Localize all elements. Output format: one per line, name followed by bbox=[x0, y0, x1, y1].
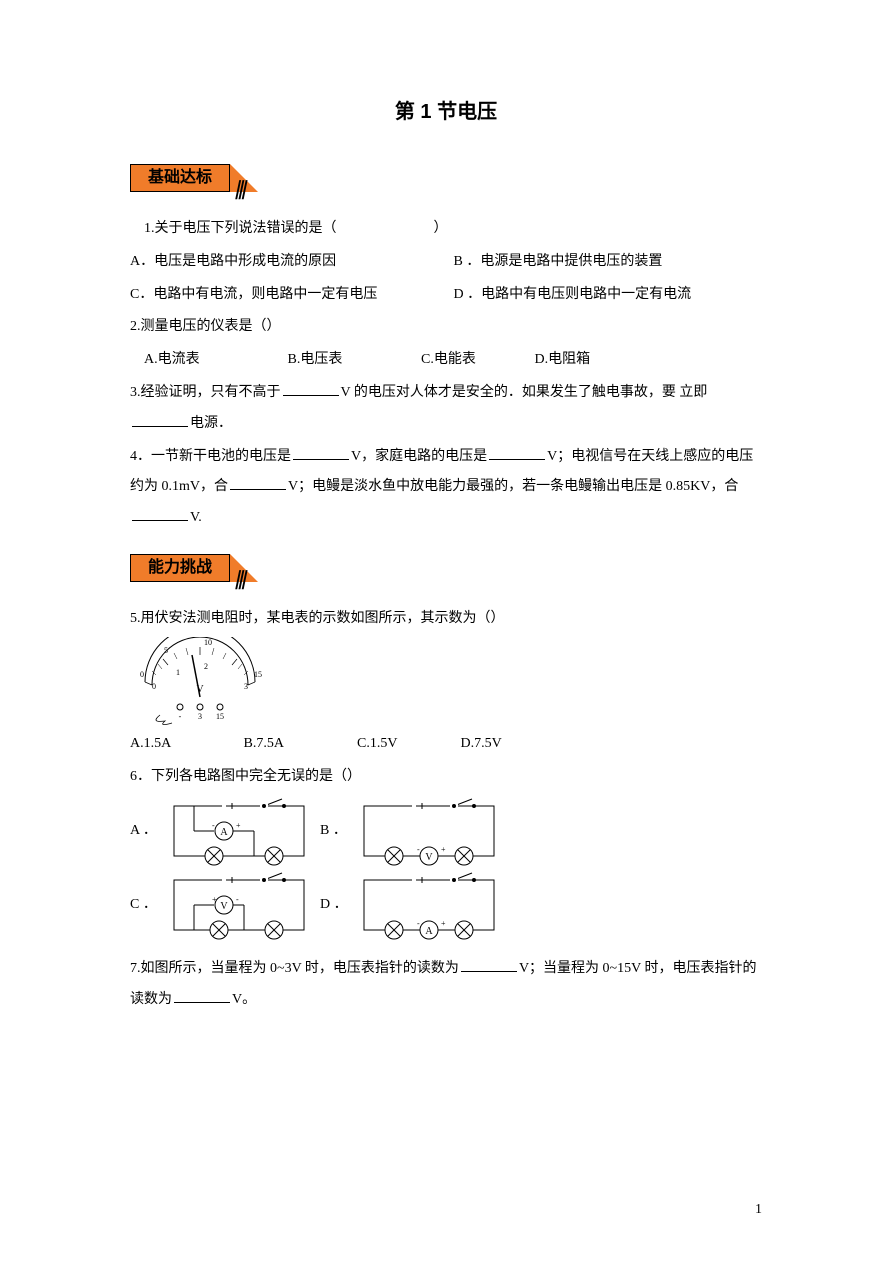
section-basic-label: 基础达标 bbox=[130, 164, 230, 192]
svg-text:+: + bbox=[236, 821, 241, 830]
q1-B: B ．电源是电路中提供电压的装置 bbox=[454, 247, 663, 278]
meter-bot-3: 3 bbox=[244, 682, 248, 691]
q5-D: D.7.5V bbox=[461, 729, 502, 760]
meter-top-5: 5 bbox=[164, 646, 168, 655]
svg-text:A: A bbox=[220, 827, 228, 838]
circuit-B: V - + bbox=[354, 796, 504, 866]
q4-p2: V，家庭电路的电压是 bbox=[351, 449, 487, 464]
q1-opts-2: C．电路中有电流，则电路中一定有电压 D ．电路中有电压则电路中一定有电流 bbox=[130, 280, 762, 311]
circuit-A: A - + bbox=[164, 796, 314, 866]
q6-C-label: C ． bbox=[130, 890, 158, 921]
q1-A: A．电压是电路中形成电流的原因 bbox=[130, 247, 450, 278]
q5-opts: A.1.5A B.7.5A C.1.5V D.7.5V bbox=[130, 729, 762, 760]
blank bbox=[230, 476, 286, 490]
blank bbox=[489, 446, 545, 460]
term-minus: - bbox=[179, 712, 182, 721]
q4: 4．一节新干电池的电压是V，家庭电路的电压是V；电视信号在天线上感应的电压约为 … bbox=[130, 442, 762, 534]
q6-B-label: B ． bbox=[320, 816, 348, 847]
q7: 7.如图所示，当量程为 0~3V 时，电压表指针的读数为V；当量程为 0~15V… bbox=[130, 954, 762, 1016]
term-3: 3 bbox=[198, 712, 202, 721]
q2-A: A.电流表 bbox=[144, 345, 284, 376]
blank bbox=[461, 958, 517, 972]
svg-text:+: + bbox=[441, 919, 446, 928]
page-title: 第 1 节电压 bbox=[130, 90, 762, 134]
q1-stem-close: ） bbox=[434, 221, 448, 236]
q1-stem: 1.关于电压下列说法错误的是（ bbox=[144, 221, 337, 236]
svg-text:+: + bbox=[212, 895, 217, 904]
circuit-C: V + - bbox=[164, 870, 314, 940]
q5-A: A.1.5A bbox=[130, 729, 240, 760]
svg-text:V: V bbox=[425, 852, 433, 863]
q6-D-label: D ． bbox=[320, 890, 348, 921]
q7-p1: 7.如图所示，当量程为 0~3V 时，电压表指针的读数为 bbox=[130, 961, 459, 976]
section-challenge-label: 能力挑战 bbox=[130, 554, 230, 582]
q4-p5: V. bbox=[190, 510, 202, 525]
q5-C: C.1.5V bbox=[357, 729, 457, 760]
q2-C: C.电能表 bbox=[421, 345, 531, 376]
q2: 2.测量电压的仪表是（） bbox=[130, 312, 762, 343]
q3-p3: 电源． bbox=[190, 416, 232, 431]
svg-text:-: - bbox=[417, 919, 420, 928]
meter-bot-0: 0 bbox=[152, 682, 156, 691]
blank bbox=[132, 413, 188, 427]
q3: 3.经验证明，只有不高于 V 的电压对人体才是安全的．如果发生了触电事故，要 立即… bbox=[130, 378, 762, 440]
q5-B: B.7.5A bbox=[244, 729, 354, 760]
svg-text:V: V bbox=[220, 901, 228, 912]
q2-opts: A.电流表 B.电压表 C.电能表 D.电阻箱 bbox=[130, 345, 762, 376]
meter-top-15: 15 bbox=[254, 670, 262, 679]
meter-wire bbox=[156, 715, 172, 725]
q3-p1: 3.经验证明，只有不高于 bbox=[130, 385, 281, 400]
q3-p2: V 的电压对人体才是安全的．如果发生了触电事故，要 立即 bbox=[341, 385, 708, 400]
svg-text:-: - bbox=[212, 821, 215, 830]
circuit-D: A - + bbox=[354, 870, 504, 940]
q6-row2: C ． V + - D ． A - + bbox=[130, 870, 762, 940]
page-number: 1 bbox=[755, 1195, 762, 1226]
q1-D: D ．电路中有电压则电路中一定有电流 bbox=[454, 280, 692, 311]
meter-bot-2: 2 bbox=[204, 662, 208, 671]
voltmeter-figure: 0 5 10 15 0 1 2 3 V - 3 15 bbox=[130, 637, 270, 727]
blank bbox=[174, 989, 230, 1003]
blank bbox=[283, 382, 339, 396]
q2-B: B.电压表 bbox=[288, 345, 418, 376]
q1-C: C．电路中有电流，则电路中一定有电压 bbox=[130, 280, 450, 311]
meter-top-0: 0 bbox=[140, 670, 144, 679]
blank bbox=[293, 446, 349, 460]
blank bbox=[132, 507, 188, 521]
q6-row1: A ． A - + B ． V - + bbox=[130, 796, 762, 866]
q1-opts-1: A．电压是电路中形成电流的原因 B ．电源是电路中提供电压的装置 bbox=[130, 247, 762, 278]
meter-bot-1: 1 bbox=[176, 668, 180, 677]
meter-top-10: 10 bbox=[204, 638, 212, 647]
svg-text:-: - bbox=[236, 895, 239, 904]
section-challenge: 能力挑战 \\\ bbox=[130, 554, 762, 586]
svg-text:+: + bbox=[441, 845, 446, 854]
svg-text:A: A bbox=[425, 926, 433, 937]
q2-D: D.电阻箱 bbox=[535, 345, 591, 376]
q4-p1: 4．一节新干电池的电压是 bbox=[130, 449, 291, 464]
term-15: 15 bbox=[216, 712, 224, 721]
q6-A-label: A ． bbox=[130, 816, 158, 847]
q6: 6．下列各电路图中完全无误的是（） bbox=[130, 762, 762, 793]
q4-p4: V；电鳗是淡水鱼中放电能力最强的，若一条电鳗输出电压是 0.85KV，合 bbox=[288, 479, 738, 494]
q7-p3: V。 bbox=[232, 992, 256, 1007]
section-basic: 基础达标 \\\ bbox=[130, 164, 762, 196]
svg-text:-: - bbox=[417, 845, 420, 854]
